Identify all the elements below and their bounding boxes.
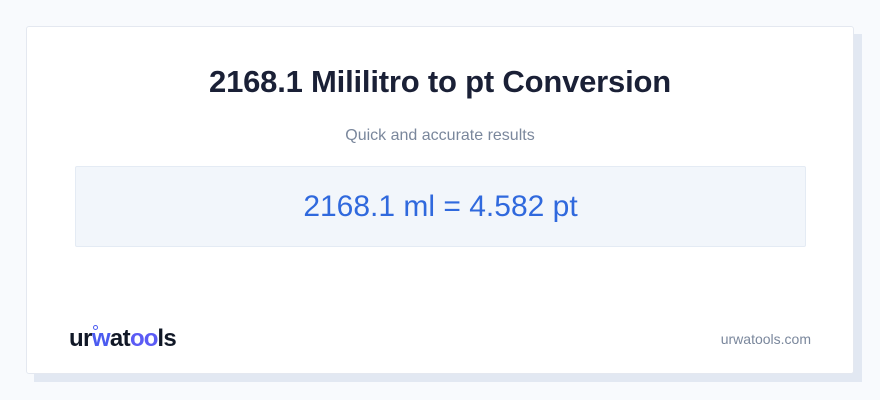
site-url-label: urwatools.com xyxy=(720,331,811,347)
card-footer: urwatools urwatools.com xyxy=(27,322,853,356)
logo-glasses-icon: oo xyxy=(130,325,158,352)
page-subtitle: Quick and accurate results xyxy=(345,127,535,144)
logo-part-5: ls xyxy=(157,325,177,352)
logo-part-3: at xyxy=(109,325,131,352)
conversion-card: 2168.1 Mililitro to pt Conversion Quick … xyxy=(26,26,854,374)
logo-part-2: w xyxy=(91,325,111,352)
conversion-result-box: 2168.1 ml = 4.582 pt xyxy=(75,166,806,247)
logo-dot-icon xyxy=(93,325,98,330)
conversion-result-text: 2168.1 ml = 4.582 pt xyxy=(303,189,578,223)
card-inner: 2168.1 Mililitro to pt Conversion Quick … xyxy=(27,27,853,373)
urwatools-logo[interactable]: urwatools xyxy=(69,325,177,352)
logo-part-1: ur xyxy=(69,325,92,352)
page-title: 2168.1 Mililitro to pt Conversion xyxy=(209,64,671,99)
